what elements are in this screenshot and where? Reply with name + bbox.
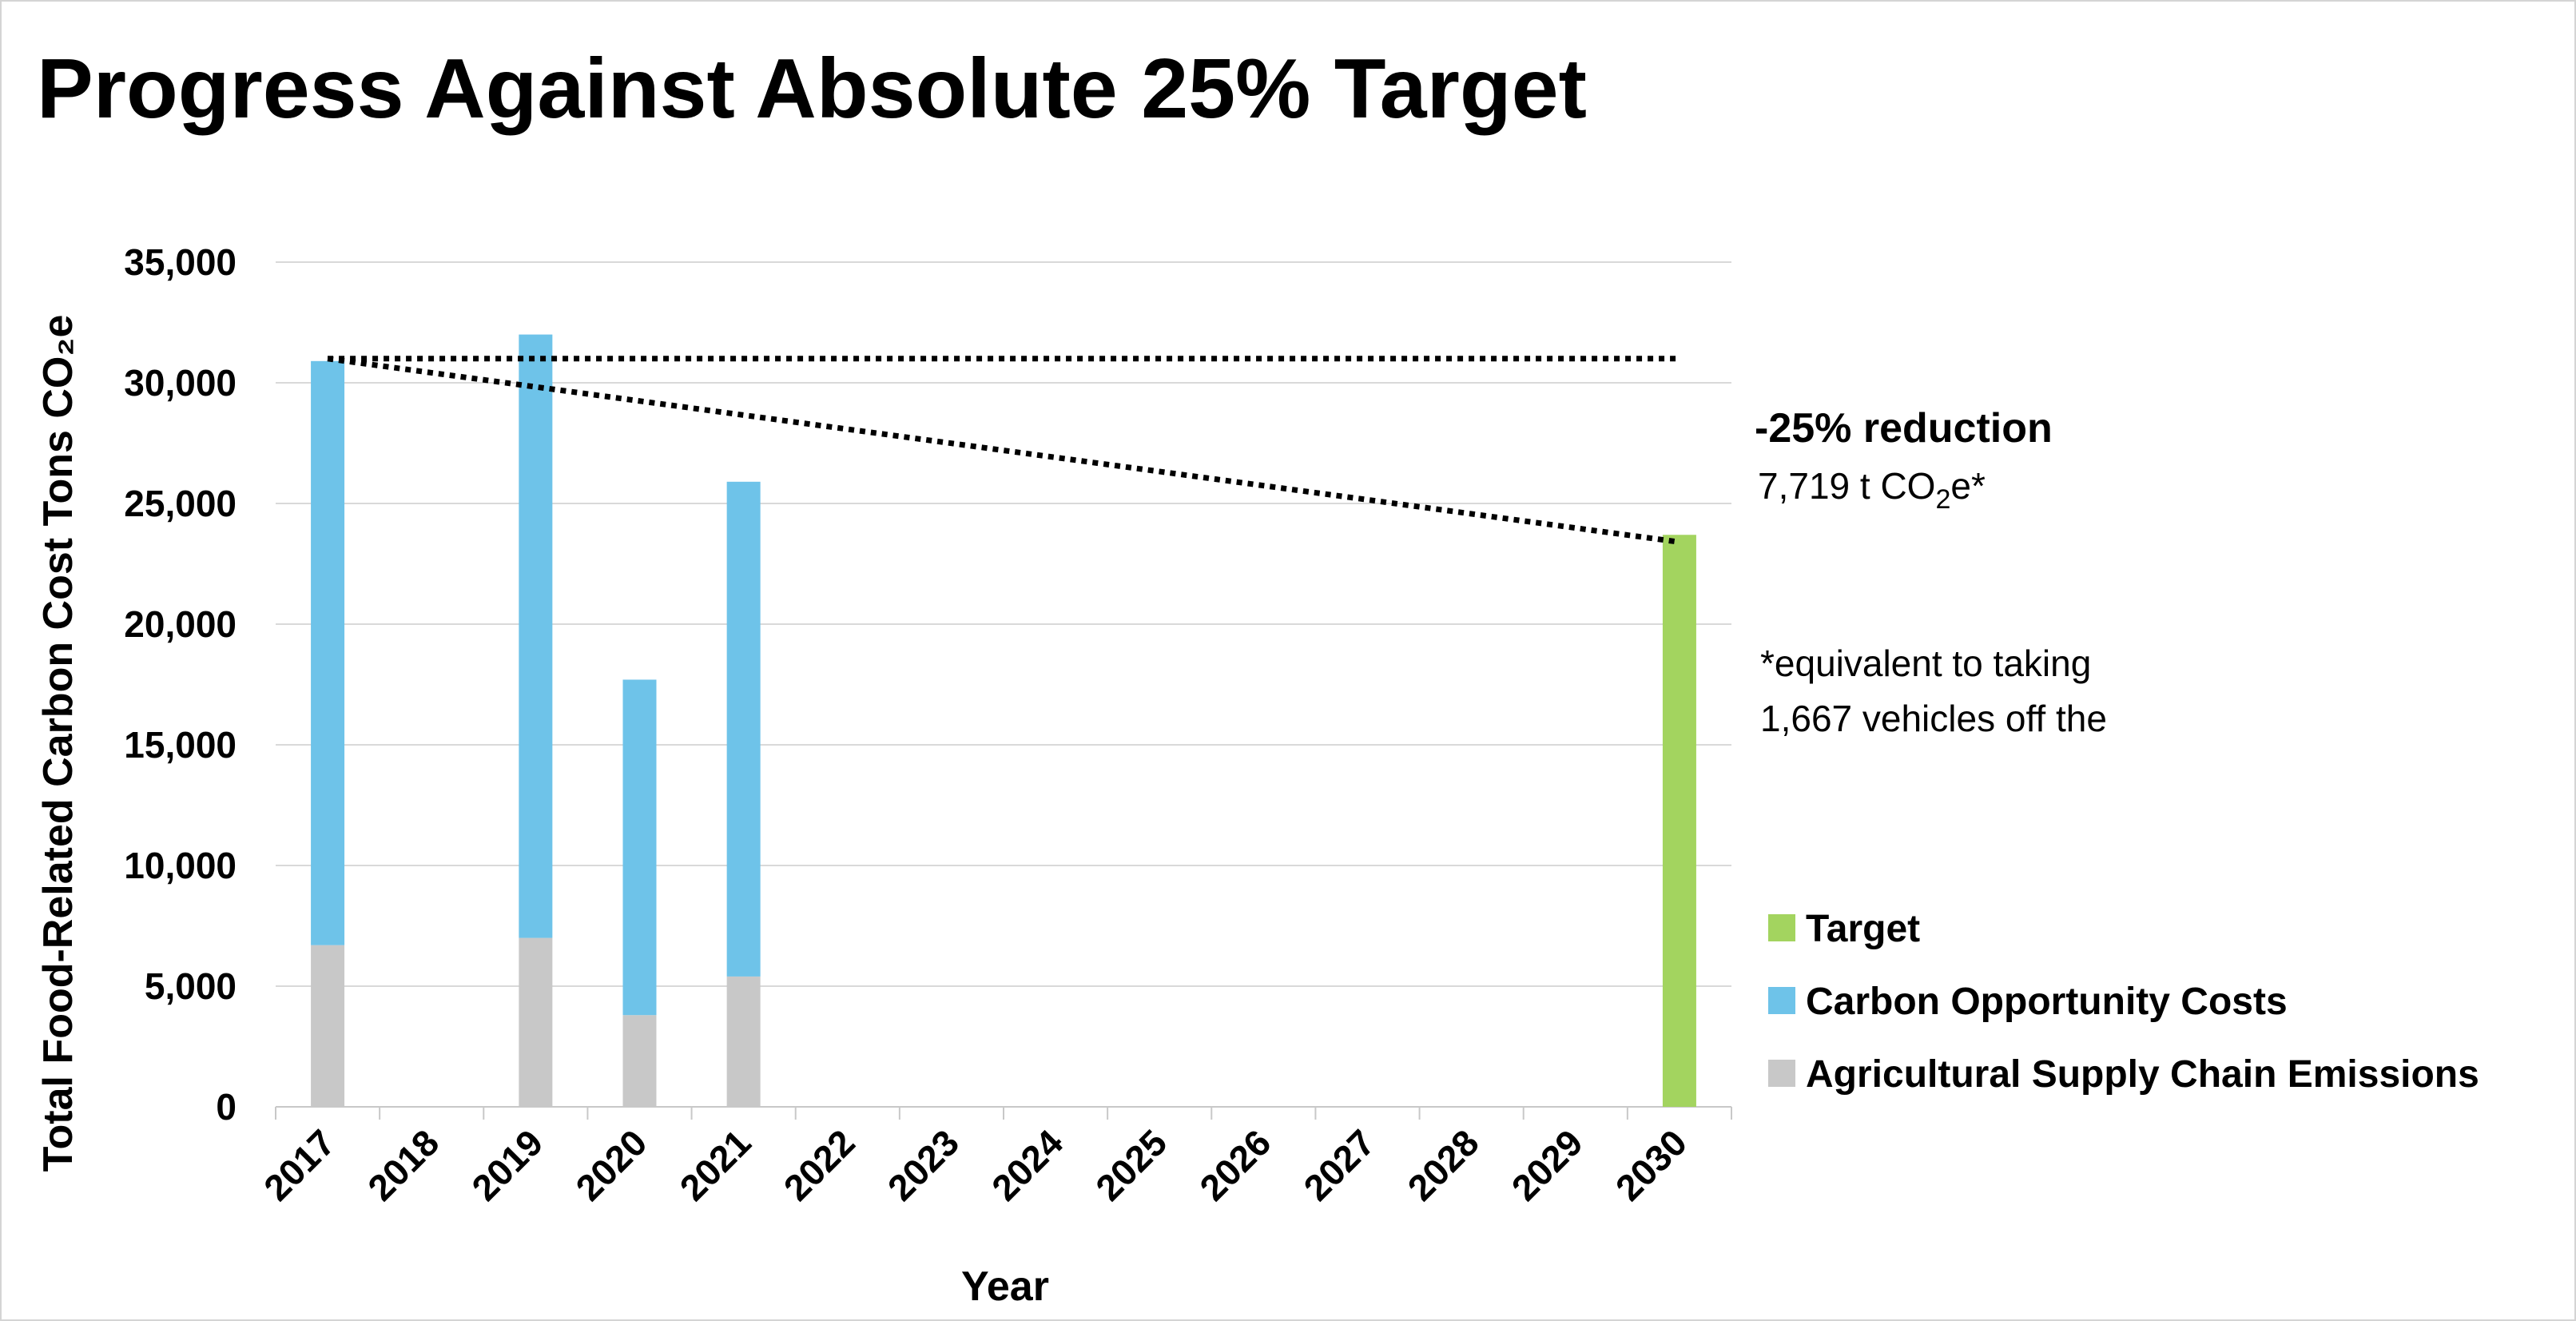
legend-swatch [1768, 1060, 1795, 1087]
x-tick-label: 2020 [567, 1121, 654, 1208]
x-tick-label: 2025 [1087, 1121, 1175, 1208]
legend-swatch [1768, 987, 1795, 1014]
bar-carbon-opportunity-costs-2020 [622, 679, 657, 1016]
x-tick-label: 2026 [1191, 1121, 1278, 1208]
reduction-trajectory-line [327, 356, 1680, 545]
reduction-value-subscript: 2 [1935, 484, 1950, 515]
y-tick-label: 30,000 [124, 362, 237, 404]
bar-carbon-opportunity-costs-2021 [726, 481, 761, 977]
y-tick-label: 5,000 [145, 965, 237, 1007]
y-axis-label: Total Food-Related Carbon Cost Tons CO₂e [35, 315, 81, 1172]
x-tick-label: 2018 [360, 1121, 447, 1208]
legend-label: Target [1806, 908, 1920, 950]
x-axis-ticks: 2017 2018 2019 2020 2021 2022 2023 2024 2025 2026… [256, 1121, 1695, 1208]
legend-swatch [1768, 914, 1795, 941]
x-tick-label: 2022 [776, 1121, 863, 1208]
bar-target-2030 [1662, 535, 1696, 1107]
y-axis-ticks: 0 5,000 10,000 15,000 20,000 25,000 30,000 35,0… [124, 241, 237, 1128]
x-tick-label: 2029 [1504, 1121, 1591, 1208]
bar-carbon-opportunity-costs-2019 [519, 334, 553, 938]
x-axis-tickmarks [275, 1107, 1732, 1120]
x-tick-label: 2028 [1400, 1121, 1487, 1208]
y-tick-label: 20,000 [124, 603, 237, 645]
legend-label: Carbon Opportunity Costs [1806, 981, 2288, 1023]
x-tick-label: 2021 [672, 1121, 759, 1208]
x-tick-label: 2027 [1295, 1121, 1382, 1208]
y-tick-label: 35,000 [124, 241, 237, 283]
bar-agricultural-supply-chain-emissions-2017 [311, 945, 345, 1107]
x-tick-label: 2017 [256, 1121, 343, 1208]
y-tick-label: 15,000 [124, 724, 237, 766]
bars [311, 334, 1696, 1107]
bar-agricultural-supply-chain-emissions-2019 [519, 937, 553, 1107]
reference-lines [327, 356, 1680, 545]
x-axis-label: Year [961, 1263, 1049, 1310]
reduction-value-prefix: 7,719 t CO [1758, 465, 1935, 507]
x-tick-label: 2023 [880, 1121, 967, 1208]
x-tick-label: 2024 [984, 1121, 1071, 1208]
bar-carbon-opportunity-costs-2017 [311, 360, 345, 945]
chart-title: Progress Against Absolute 25% Target [37, 42, 1587, 136]
reduction-value-suffix: e* [1950, 465, 1986, 507]
footnote-line-1: *equivalent to taking [1760, 643, 2091, 684]
reduction-value: 7,719 t CO2e* [1758, 465, 1986, 515]
reduction-title: -25% reduction [1755, 405, 2053, 452]
x-tick-label: 2030 [1608, 1121, 1695, 1208]
y-tick-label: 0 [216, 1086, 237, 1128]
x-tick-label: 2019 [463, 1121, 551, 1208]
reduction-annotation: -25% reduction 7,719 t CO2e* *equivalent… [1755, 405, 2107, 739]
gridlines [276, 261, 1731, 987]
legend-label: Agricultural Supply Chain Emissions [1806, 1053, 2479, 1096]
bar-agricultural-supply-chain-emissions-2020 [622, 1015, 657, 1107]
y-tick-label: 10,000 [124, 845, 237, 886]
y-tick-label: 25,000 [124, 483, 237, 524]
footnote-line-2: 1,667 vehicles off the [1760, 698, 2107, 739]
legend: Target Carbon Opportunity Costs Agricultur… [1768, 908, 2479, 1096]
bar-agricultural-supply-chain-emissions-2021 [726, 976, 761, 1107]
